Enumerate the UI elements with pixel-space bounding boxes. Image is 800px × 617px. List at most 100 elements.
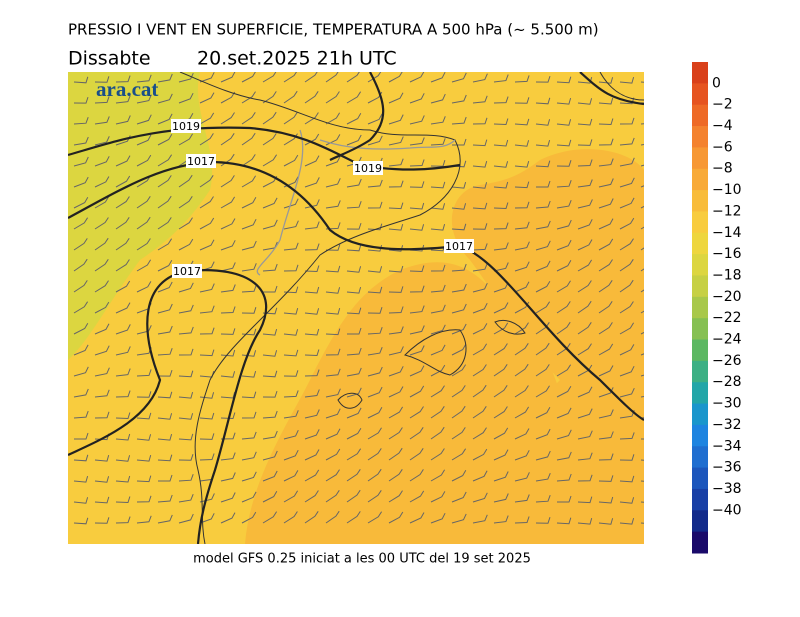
wind-barb xyxy=(556,451,572,461)
wind-barb xyxy=(619,365,635,377)
wind-barb xyxy=(430,406,445,419)
wind-barb xyxy=(136,391,152,398)
wind-barb xyxy=(262,430,278,440)
wind-barb xyxy=(388,265,404,273)
wind-barb xyxy=(283,511,298,524)
wind-barb xyxy=(577,118,593,126)
wind-barb xyxy=(262,263,278,272)
wind-barb xyxy=(409,469,424,482)
wind-barb xyxy=(157,369,173,377)
wind-barb xyxy=(73,301,89,314)
wind-barb xyxy=(556,364,572,377)
wind-barb xyxy=(94,96,110,104)
wind-barb xyxy=(577,452,593,461)
wind-barb xyxy=(178,433,194,441)
wind-barb xyxy=(115,368,131,377)
wind-barb xyxy=(325,368,341,377)
wind-barb xyxy=(409,244,425,252)
wind-barb xyxy=(136,216,151,230)
wind-barb xyxy=(535,240,551,251)
colorbar-swatch xyxy=(692,488,708,511)
wind-barb xyxy=(451,223,467,231)
wind-barb xyxy=(346,222,362,230)
wind-barb xyxy=(493,515,509,524)
wind-barb xyxy=(220,175,235,188)
wind-barb xyxy=(178,413,194,420)
isobar-label-bg xyxy=(171,119,201,133)
wind-barb xyxy=(73,410,89,419)
wind-barb xyxy=(388,447,403,461)
wind-barb xyxy=(451,448,467,461)
colorbar-swatch xyxy=(692,275,708,298)
wind-barb xyxy=(178,326,194,335)
wind-barb xyxy=(556,407,572,419)
colorbar-label: −32 xyxy=(712,417,742,433)
wind-barb xyxy=(430,344,446,356)
wind-barb xyxy=(74,432,89,440)
wind-barb xyxy=(598,475,614,482)
wind-barb xyxy=(157,93,173,104)
wind-barb xyxy=(73,366,89,377)
wind-barb xyxy=(556,160,572,167)
wind-barb xyxy=(451,364,467,377)
colorbar-label: −30 xyxy=(712,396,742,412)
wind-barb xyxy=(619,238,634,251)
wind-barb xyxy=(304,155,320,167)
colorbar-label: −26 xyxy=(712,353,742,369)
wind-barb xyxy=(241,350,257,357)
wind-barb xyxy=(73,388,89,398)
isobar-label: 1017 xyxy=(187,155,215,168)
wind-barb xyxy=(304,328,320,336)
wind-barb xyxy=(388,136,404,146)
wind-barb xyxy=(451,283,467,293)
wind-barb xyxy=(598,518,614,525)
wind-barb xyxy=(430,181,446,189)
wind-barb xyxy=(430,264,446,272)
colorbar-label: −22 xyxy=(712,310,742,326)
wind-barb xyxy=(619,344,635,356)
wind-barb xyxy=(451,427,466,440)
wind-barb xyxy=(514,118,530,126)
wind-barb xyxy=(115,175,131,188)
wind-barb xyxy=(136,434,152,441)
wind-barb xyxy=(220,452,236,461)
wind-barb xyxy=(452,138,467,146)
wind-barb xyxy=(157,281,173,293)
colorbar-label: −36 xyxy=(712,460,742,476)
wind-barb xyxy=(430,284,446,293)
wind-barb xyxy=(94,389,110,398)
wind-barb xyxy=(493,118,509,126)
isobar xyxy=(68,72,644,544)
wind-barb xyxy=(388,366,404,377)
wind-barb xyxy=(493,74,509,83)
wind-barb xyxy=(304,490,319,503)
wind-barb xyxy=(577,98,593,105)
wind-barb xyxy=(577,219,593,230)
wind-barb xyxy=(115,475,131,483)
wind-barb xyxy=(577,159,593,167)
wind-barb xyxy=(598,301,613,314)
wind-barb xyxy=(304,449,320,461)
wind-barb xyxy=(346,448,362,461)
wind-barb xyxy=(472,406,487,419)
wind-barb xyxy=(514,472,530,482)
wind-barb xyxy=(493,161,509,168)
wind-barb xyxy=(178,370,194,378)
colorbar-swatch xyxy=(692,83,708,106)
colorbar-swatch xyxy=(692,254,708,276)
isobar-label-bg xyxy=(172,264,202,278)
wind-barb xyxy=(577,386,593,398)
wind-barb xyxy=(472,343,488,356)
wind-barb xyxy=(157,303,173,314)
wind-barb xyxy=(346,367,362,377)
wind-barb xyxy=(598,343,614,356)
wind-barb xyxy=(262,350,278,357)
wind-barb xyxy=(535,407,551,419)
wind-barb xyxy=(514,322,529,335)
logo: ara.cat xyxy=(96,77,158,101)
wind-barb xyxy=(220,512,236,524)
wind-barb xyxy=(577,474,593,482)
wind-barb xyxy=(619,322,635,335)
wind-barb xyxy=(220,240,236,251)
wind-barb xyxy=(73,156,89,167)
